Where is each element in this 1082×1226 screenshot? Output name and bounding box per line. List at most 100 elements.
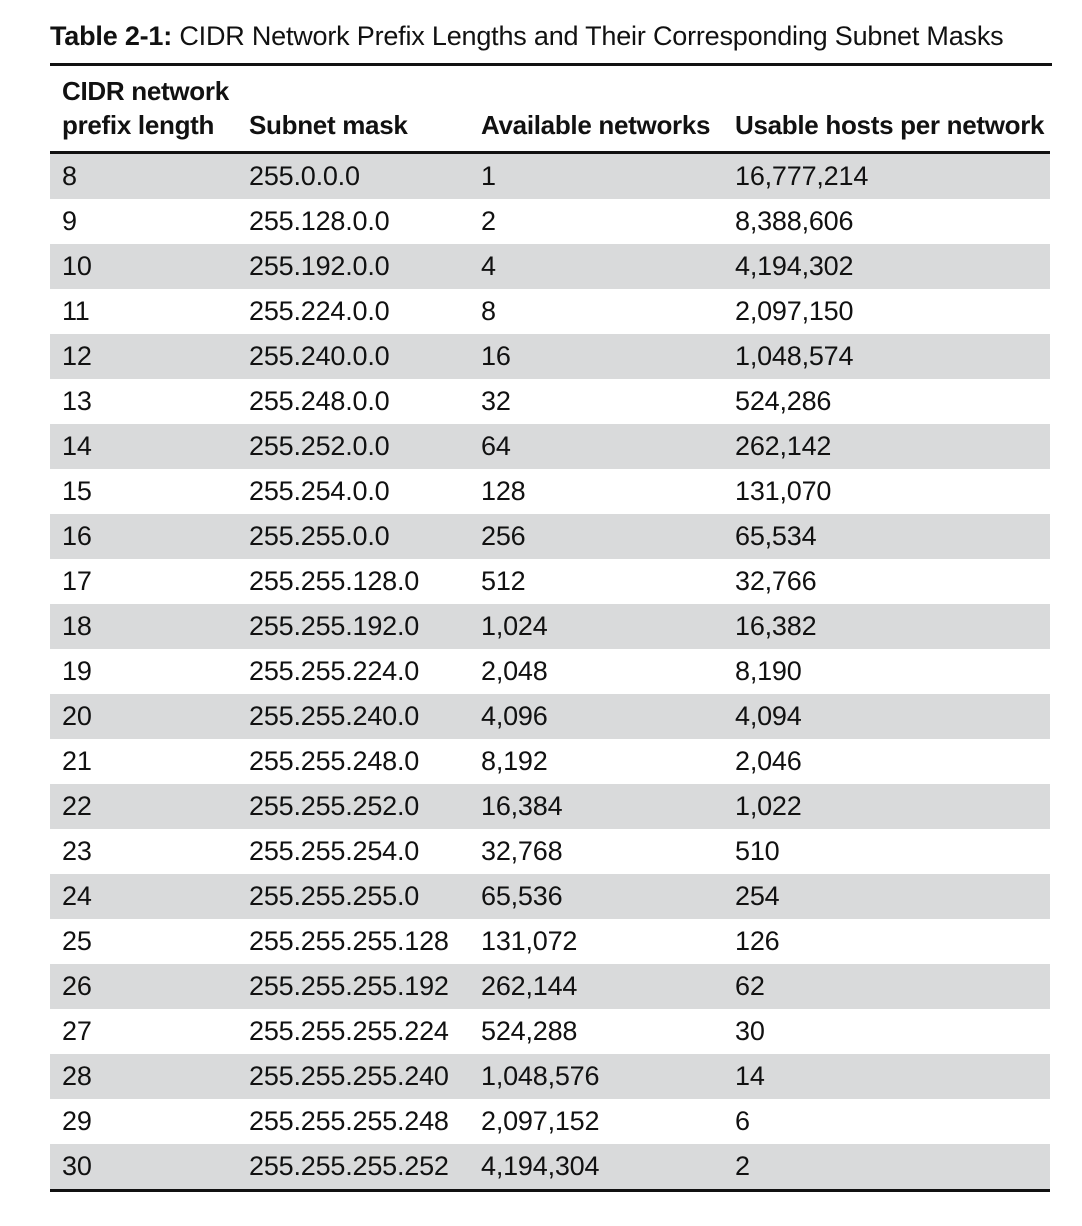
cell-available-networks: 1,024 [469, 604, 723, 649]
header-usable-hosts-label: Usable hosts per network [735, 110, 1045, 140]
table-caption: Table 2-1: CIDR Network Prefix Lengths a… [50, 14, 1052, 58]
table-caption-label: Table 2-1: [50, 21, 173, 51]
cell-usable-hosts: 8,388,606 [735, 206, 854, 236]
table-row: 8 255.0.0.0 1 16,777,214 [50, 152, 1050, 199]
table-row: 19 255.255.224.0 2,048 8,190 [50, 649, 1050, 694]
cell-subnet-mask: 255.0.0.0 [237, 152, 469, 199]
cell-available-networks: 4 [469, 244, 723, 289]
cell-available-networks: 16,384 [469, 784, 723, 829]
cidr-table: CIDR network prefix length Subnet mask A… [50, 66, 1050, 1192]
cell-usable-hosts: 14 [723, 1054, 1050, 1099]
cell-available-networks: 8 [481, 296, 496, 326]
table-row: 17 255.255.128.0 512 32,766 [50, 559, 1050, 604]
header-prefix-length-line-1: CIDR network [62, 76, 229, 106]
cell-available-networks: 16 [469, 334, 723, 379]
header-available-networks-label: Available networks [481, 110, 711, 140]
header-usable-hosts: Usable hosts per network [723, 66, 1050, 154]
table-row: 30 255.255.255.252 4,194,304 2 [50, 1144, 1050, 1192]
cell-usable-hosts: 6 [735, 1106, 750, 1136]
cell-available-networks: 2,048 [481, 656, 548, 686]
cell-prefix-length: 23 [62, 836, 92, 866]
cell-available-networks: 128 [481, 476, 526, 506]
cell-prefix-length: 9 [62, 206, 77, 236]
cell-prefix-length: 25 [62, 926, 92, 956]
table-row: 25 255.255.255.128 131,072 126 [50, 919, 1050, 964]
cell-prefix-length: 15 [62, 476, 92, 506]
table-row: 28 255.255.255.240 1,048,576 14 [50, 1054, 1050, 1099]
cell-prefix-length: 10 [50, 244, 237, 289]
table-row: 24 255.255.255.0 65,536 254 [50, 874, 1050, 919]
cell-usable-hosts: 262,142 [723, 424, 1050, 469]
header-subnet-mask-label: Subnet mask [249, 110, 408, 140]
cell-subnet-mask: 255.248.0.0 [249, 386, 390, 416]
header-subnet-mask: Subnet mask [237, 66, 469, 154]
cell-available-networks: 131,072 [481, 926, 578, 956]
cell-usable-hosts: 16,382 [723, 604, 1050, 649]
cell-subnet-mask: 255.255.255.128 [249, 926, 449, 956]
cell-usable-hosts: 2 [723, 1144, 1050, 1192]
cell-subnet-mask: 255.254.0.0 [249, 476, 390, 506]
cell-usable-hosts: 8,190 [735, 656, 802, 686]
document-page: Table 2-1: CIDR Network Prefix Lengths a… [50, 14, 1052, 1192]
cell-subnet-mask: 255.252.0.0 [237, 424, 469, 469]
cell-available-networks: 1,048,576 [469, 1054, 723, 1099]
cell-prefix-length: 18 [50, 604, 237, 649]
table-row: 10 255.192.0.0 4 4,194,302 [50, 244, 1050, 289]
cell-available-networks: 2,097,152 [481, 1106, 600, 1136]
cell-prefix-length: 19 [62, 656, 92, 686]
cell-prefix-length: 29 [62, 1106, 92, 1136]
cell-available-networks: 4,194,304 [469, 1144, 723, 1192]
cell-available-networks: 1 [469, 152, 723, 199]
cell-prefix-length: 27 [62, 1016, 92, 1046]
cell-prefix-length: 14 [50, 424, 237, 469]
header-prefix-length-line-2: prefix length [62, 110, 215, 140]
header-row: CIDR network prefix length Subnet mask A… [50, 66, 1050, 154]
cell-usable-hosts: 30 [735, 1016, 765, 1046]
cell-subnet-mask: 255.255.255.224 [249, 1016, 449, 1046]
cell-subnet-mask: 255.255.255.240 [237, 1054, 469, 1099]
cell-prefix-length: 24 [50, 874, 237, 919]
cell-prefix-length: 22 [50, 784, 237, 829]
cell-available-networks: 512 [481, 566, 526, 596]
cell-prefix-length: 13 [62, 386, 92, 416]
cell-subnet-mask: 255.240.0.0 [237, 334, 469, 379]
cell-prefix-length: 16 [50, 514, 237, 559]
cell-available-networks: 262,144 [469, 964, 723, 1009]
cell-subnet-mask: 255.128.0.0 [249, 206, 390, 236]
cell-subnet-mask: 255.255.255.248 [249, 1106, 449, 1136]
table-row: 13 255.248.0.0 32 524,286 [50, 379, 1050, 424]
cell-usable-hosts: 510 [735, 836, 780, 866]
cell-available-networks: 32,768 [481, 836, 563, 866]
cell-subnet-mask: 255.255.248.0 [249, 746, 420, 776]
cell-prefix-length: 12 [50, 334, 237, 379]
cell-available-networks: 4,096 [469, 694, 723, 739]
header-available-networks: Available networks [469, 66, 723, 154]
table-row: 20 255.255.240.0 4,096 4,094 [50, 694, 1050, 739]
cell-subnet-mask: 255.255.128.0 [249, 566, 420, 596]
cell-subnet-mask: 255.255.192.0 [237, 604, 469, 649]
header-prefix-length: CIDR network prefix length [50, 66, 237, 154]
cell-usable-hosts: 1,022 [723, 784, 1050, 829]
table-row: 22 255.255.252.0 16,384 1,022 [50, 784, 1050, 829]
table-row: 12 255.240.0.0 16 1,048,574 [50, 334, 1050, 379]
cell-usable-hosts: 4,094 [723, 694, 1050, 739]
cell-usable-hosts: 1,048,574 [723, 334, 1050, 379]
cell-prefix-length: 20 [50, 694, 237, 739]
cell-usable-hosts: 4,194,302 [723, 244, 1050, 289]
cell-prefix-length: 30 [50, 1144, 237, 1192]
cell-usable-hosts: 2,097,150 [735, 296, 854, 326]
cell-usable-hosts: 126 [735, 926, 780, 956]
cell-subnet-mask: 255.255.255.0 [237, 874, 469, 919]
cell-usable-hosts: 524,286 [735, 386, 832, 416]
table-body: 8 255.0.0.0 1 16,777,214 9 255.128.0.0 2 8,388,… [50, 152, 1050, 1192]
table-header: CIDR network prefix length Subnet mask A… [50, 66, 1050, 154]
table-row: 9 255.128.0.0 2 8,388,606 [50, 199, 1050, 244]
cell-subnet-mask: 255.255.0.0 [237, 514, 469, 559]
cell-prefix-length: 8 [50, 152, 237, 199]
cell-available-networks: 256 [469, 514, 723, 559]
cell-usable-hosts: 65,534 [723, 514, 1050, 559]
cell-subnet-mask: 255.255.255.192 [237, 964, 469, 1009]
cell-subnet-mask: 255.255.254.0 [249, 836, 420, 866]
cell-available-networks: 65,536 [469, 874, 723, 919]
cell-usable-hosts: 16,777,214 [723, 152, 1050, 199]
